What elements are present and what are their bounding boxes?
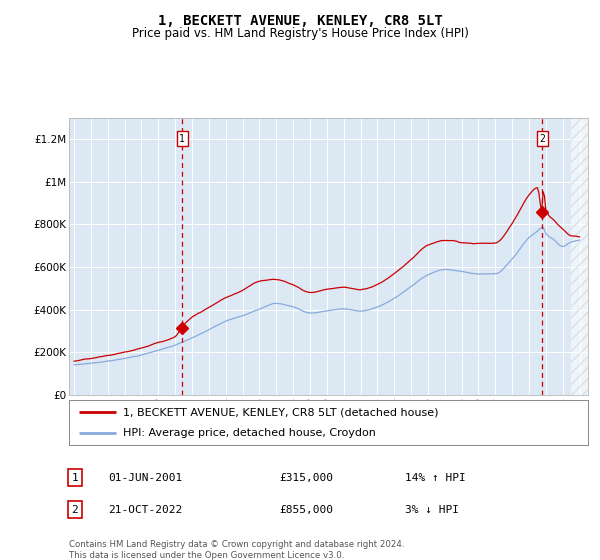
Text: 1: 1 [71, 473, 79, 483]
Text: £315,000: £315,000 [279, 473, 333, 483]
Text: 01-JUN-2001: 01-JUN-2001 [108, 473, 182, 483]
Text: £855,000: £855,000 [279, 505, 333, 515]
Text: HPI: Average price, detached house, Croydon: HPI: Average price, detached house, Croy… [124, 428, 376, 438]
Text: Contains HM Land Registry data © Crown copyright and database right 2024.
This d: Contains HM Land Registry data © Crown c… [69, 540, 404, 560]
Text: 14% ↑ HPI: 14% ↑ HPI [405, 473, 466, 483]
Text: Price paid vs. HM Land Registry's House Price Index (HPI): Price paid vs. HM Land Registry's House … [131, 27, 469, 40]
Text: 2: 2 [539, 134, 545, 144]
Text: 21-OCT-2022: 21-OCT-2022 [108, 505, 182, 515]
Text: 2: 2 [71, 505, 79, 515]
Text: 3% ↓ HPI: 3% ↓ HPI [405, 505, 459, 515]
Text: 1: 1 [179, 134, 185, 144]
Text: 1, BECKETT AVENUE, KENLEY, CR8 5LT (detached house): 1, BECKETT AVENUE, KENLEY, CR8 5LT (deta… [124, 408, 439, 418]
Text: 1, BECKETT AVENUE, KENLEY, CR8 5LT: 1, BECKETT AVENUE, KENLEY, CR8 5LT [158, 14, 442, 28]
